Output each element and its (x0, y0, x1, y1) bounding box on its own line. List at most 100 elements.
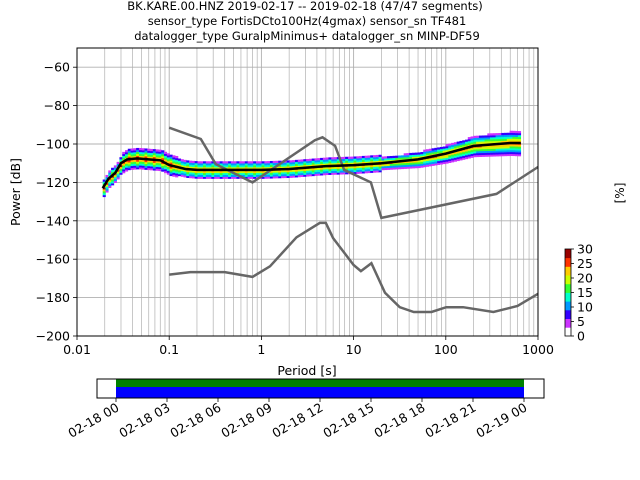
y-tick-label: −160 (36, 252, 70, 267)
psd-cell (161, 157, 165, 161)
psd-cell (345, 168, 349, 171)
psd-cell (175, 167, 179, 170)
psd-cell (138, 153, 143, 156)
psd-cell (412, 166, 416, 169)
psd-cell (476, 137, 480, 140)
psd-cell (492, 150, 496, 153)
psd-cell (306, 170, 310, 173)
psd-cell (303, 172, 307, 175)
psd-cell (456, 158, 460, 162)
psd-cell (400, 155, 404, 158)
psd-cell (164, 153, 168, 156)
psd-cell (211, 165, 215, 168)
psd-cell (300, 174, 304, 178)
psd-cell (147, 164, 151, 167)
psd-cell (180, 163, 184, 166)
psd-cell (484, 137, 488, 140)
psd-cell (509, 140, 513, 143)
psd-cell (147, 165, 151, 169)
colorbar-tick-label: 5 (577, 314, 585, 329)
psd-cell (445, 155, 449, 158)
psd-cell (320, 163, 324, 166)
timeline-tick-label: 02-18 21 (422, 400, 478, 441)
psd-cell (172, 172, 176, 175)
psd-cell (434, 157, 438, 160)
psd-cell (194, 166, 198, 170)
psd-cell (459, 158, 463, 161)
psd-cell (133, 155, 137, 159)
psd-cell (378, 158, 382, 161)
psd-cell (364, 169, 368, 172)
psd-cell (247, 172, 251, 176)
psd-cell (183, 165, 187, 168)
psd-cell (517, 134, 522, 138)
psd-cell (375, 168, 379, 171)
psd-cell (175, 155, 179, 159)
psd-cell (116, 171, 120, 174)
psd-cell (247, 161, 251, 164)
psd-cell (470, 136, 474, 139)
psd-cell (317, 160, 321, 163)
psd-cell (350, 156, 354, 159)
psd-cell (490, 144, 494, 148)
psd-cell (244, 170, 248, 174)
psd-cell (498, 140, 502, 143)
psd-cell (331, 157, 335, 160)
psd-cell (108, 170, 112, 173)
psd-cell (136, 153, 140, 156)
psd-cell (487, 148, 491, 151)
psd-cell (442, 158, 446, 161)
psd-cell (395, 163, 399, 166)
psd-cell (136, 149, 140, 153)
psd-cell (434, 149, 438, 152)
psd-cell (384, 158, 388, 161)
psd-cell (467, 140, 471, 144)
psd-cell (350, 158, 354, 161)
psd-cell (216, 161, 221, 164)
psd-cell (342, 162, 346, 165)
psd-cell (147, 167, 151, 171)
psd-cell (133, 167, 137, 170)
psd-cell (473, 135, 477, 139)
psd-cell (150, 166, 154, 169)
psd-cell (356, 171, 360, 174)
psd-cell (133, 163, 137, 166)
psd-cell (336, 170, 340, 173)
psd-cell (322, 159, 326, 162)
psd-cell (124, 152, 129, 155)
psd-cell (453, 159, 457, 162)
psd-cell (119, 168, 123, 171)
psd-cell (350, 166, 354, 169)
psd-cell (283, 175, 287, 179)
psd-cell (459, 156, 463, 159)
psd-cell (389, 165, 393, 168)
psd-cell (283, 164, 287, 167)
psd-cell (281, 162, 285, 165)
psd-cell (512, 134, 516, 137)
psd-cell (297, 161, 301, 164)
psd-cell (269, 170, 274, 173)
psd-cell (336, 168, 340, 171)
psd-cell (484, 150, 488, 153)
psd-cell (247, 163, 251, 166)
psd-cell (203, 161, 207, 164)
psd-cell (345, 158, 349, 161)
psd-cell (517, 146, 522, 149)
psd-cell (155, 162, 159, 166)
psd-cell (331, 159, 335, 162)
psd-cell (490, 154, 494, 157)
psd-cell (409, 166, 413, 169)
psd-cell (331, 163, 335, 166)
psd-cell (158, 166, 162, 170)
psd-cell (113, 167, 117, 170)
psd-cell (269, 166, 274, 169)
psd-cell (342, 156, 346, 160)
psd-cell (367, 168, 371, 172)
psd-cell (122, 171, 126, 174)
psd-cell (425, 151, 430, 154)
psd-cell (197, 161, 201, 164)
psd-cell (138, 161, 143, 164)
psd-cell (169, 173, 173, 177)
psd-cell (169, 170, 173, 173)
